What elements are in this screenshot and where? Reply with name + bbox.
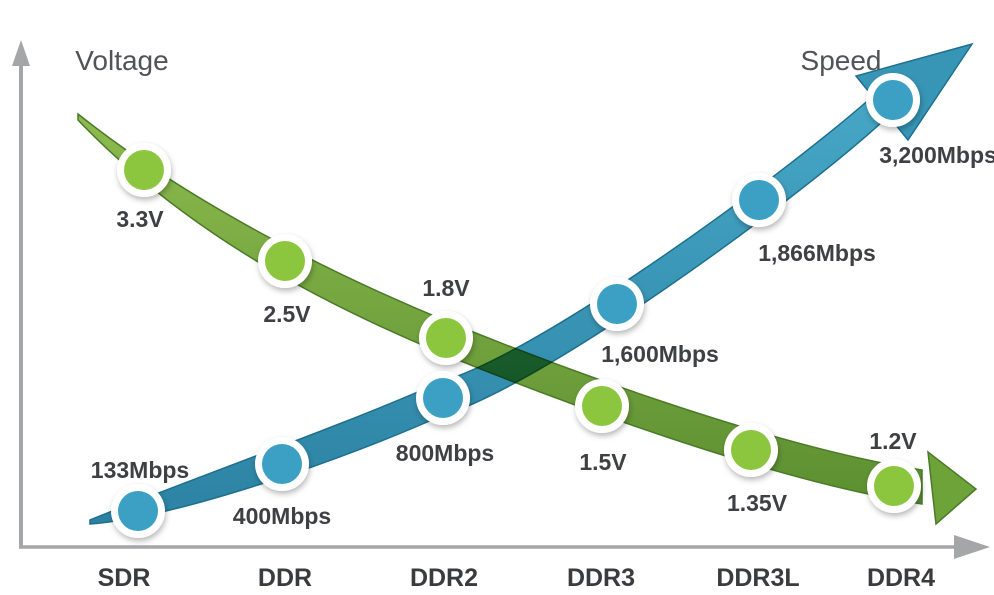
speed-point-label-ddr2: 800Mbps [396, 440, 494, 466]
voltage-node-ddr3 [575, 379, 629, 433]
speed-point-label-ddr3: 1,600Mbps [601, 341, 719, 367]
voltage-point-label-ddr3l: 1.35V [727, 490, 788, 516]
node-dot [262, 444, 302, 484]
speed-node-sdr [111, 484, 165, 538]
voltage-node-ddr3l [724, 423, 778, 477]
x-axis-label-ddr2: DDR2 [410, 564, 478, 592]
y-axis-arrow-icon [12, 40, 30, 66]
x-axis-arrow-icon [954, 535, 990, 559]
x-axis [19, 535, 990, 559]
voltage-arrowhead-icon [927, 450, 978, 526]
x-axis-label-ddr: DDR [258, 564, 312, 592]
speed-node-ddr3 [590, 277, 644, 331]
voltage-band [77, 112, 923, 505]
speed-point-label-sdr: 133Mbps [91, 457, 189, 483]
node-dot [423, 378, 463, 418]
voltage-point-label-ddr3: 1.5V [579, 449, 627, 475]
node-dot [873, 80, 913, 120]
node-dot [597, 284, 637, 324]
voltage-point-label-ddr: 2.5V [263, 301, 311, 327]
x-axis-label-sdr: SDR [98, 564, 151, 592]
y-axis [12, 40, 30, 548]
node-dot [874, 466, 914, 506]
node-dot [582, 386, 622, 426]
voltage-axis-title: Voltage [75, 45, 168, 76]
node-dot [739, 180, 779, 220]
speed-point-label-ddr4: 3,200Mbps [879, 142, 994, 168]
voltage-point-label-ddr2: 1.8V [422, 275, 470, 301]
x-axis-label-ddr3: DDR3 [567, 564, 635, 592]
speed-series [89, 42, 974, 525]
speed-node-ddr2 [416, 371, 470, 425]
speed-point-label-ddr3l: 1,866Mbps [758, 240, 876, 266]
speed-axis-title: Speed [801, 45, 882, 76]
node-dot [426, 318, 466, 358]
speed-node-ddr4 [866, 73, 920, 127]
node-dot [124, 150, 164, 190]
voltage-node-ddr4 [867, 459, 921, 513]
x-axis-label-ddr4: DDR4 [867, 564, 935, 592]
voltage-point-label-sdr: 3.3V [116, 206, 164, 232]
speed-node-ddr [255, 437, 309, 491]
voltage-point-label-ddr4: 1.2V [869, 428, 917, 454]
speed-point-label-ddr: 400Mbps [233, 503, 331, 529]
speed-node-ddr3l [732, 173, 786, 227]
node-dot [731, 430, 771, 470]
x-axis-label-ddr3l: DDR3L [716, 564, 799, 592]
node-dot [118, 491, 158, 531]
voltage-node-ddr2 [419, 311, 473, 365]
voltage-node-sdr [117, 143, 171, 197]
voltage-node-ddr [258, 234, 312, 288]
node-dot [265, 241, 305, 281]
voltage-series [77, 112, 978, 526]
